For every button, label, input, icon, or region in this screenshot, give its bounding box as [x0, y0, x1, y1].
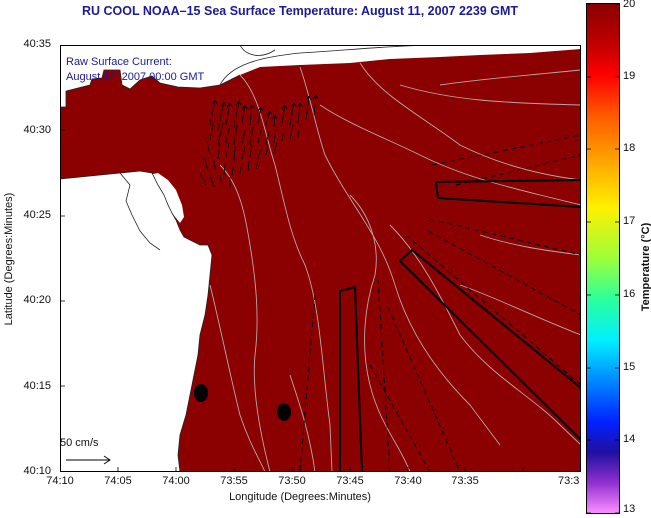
temperature-colorbar [586, 3, 620, 514]
x-tick: 74:00 [162, 475, 190, 487]
current-scale-label: 50 cm/s [60, 437, 99, 449]
colorbar-tick: 17 [623, 215, 636, 227]
buoy-marker-1 [194, 384, 208, 402]
colorbar-tick: 20 [623, 0, 636, 10]
colorbar-label: Temperature (°C) [640, 222, 651, 312]
x-axis-label: Longitude (Degrees:Minutes) [229, 491, 371, 503]
coastline [60, 45, 441, 472]
annotation-current-label: Raw Surface Current: [66, 56, 172, 68]
x-tick: 74:10 [46, 475, 74, 487]
x-tick: 73:55 [220, 475, 248, 487]
bathymetry-contours [209, 62, 581, 472]
colorbar-tick: 15 [623, 361, 636, 373]
current-vectors [199, 94, 319, 188]
map-title: RU COOL NOAA–15 Sea Surface Temperature:… [81, 4, 519, 18]
colorbar-tick: 16 [623, 288, 636, 300]
x-tick: 73:3 [558, 475, 580, 487]
x-tick: 73:50 [278, 475, 306, 487]
colorbar-tick: 13 [623, 503, 636, 515]
buoy-marker-2 [277, 403, 291, 421]
x-tick: 73:40 [394, 475, 422, 487]
y-tick: 40:35 [23, 38, 51, 50]
colorbar-tick: 14 [623, 433, 636, 445]
map-frame [60, 45, 581, 472]
transect-dashed-lines [299, 134, 581, 472]
y-axis-label: Latitude (Degrees:Minutes) [3, 192, 15, 326]
y-tick: 40:20 [23, 294, 51, 306]
x-tick: 74:05 [104, 475, 132, 487]
colorbar-tick: 18 [623, 142, 636, 154]
annotation-current-date: August 12, 2007 00:00 GMT [66, 71, 205, 83]
transect-polygons [339, 179, 581, 472]
sst-map [60, 45, 581, 472]
y-tick: 40:30 [23, 124, 51, 136]
y-tick: 40:15 [23, 380, 51, 392]
x-tick: 73:35 [451, 475, 479, 487]
scale-arrow [66, 455, 111, 465]
sst-water-area [60, 49, 581, 472]
x-tick: 73:45 [336, 475, 364, 487]
axis-ticks [60, 45, 581, 472]
colorbar-tick: 19 [623, 70, 636, 82]
y-tick: 40:25 [23, 209, 51, 221]
y-tick: 40:10 [23, 465, 51, 477]
